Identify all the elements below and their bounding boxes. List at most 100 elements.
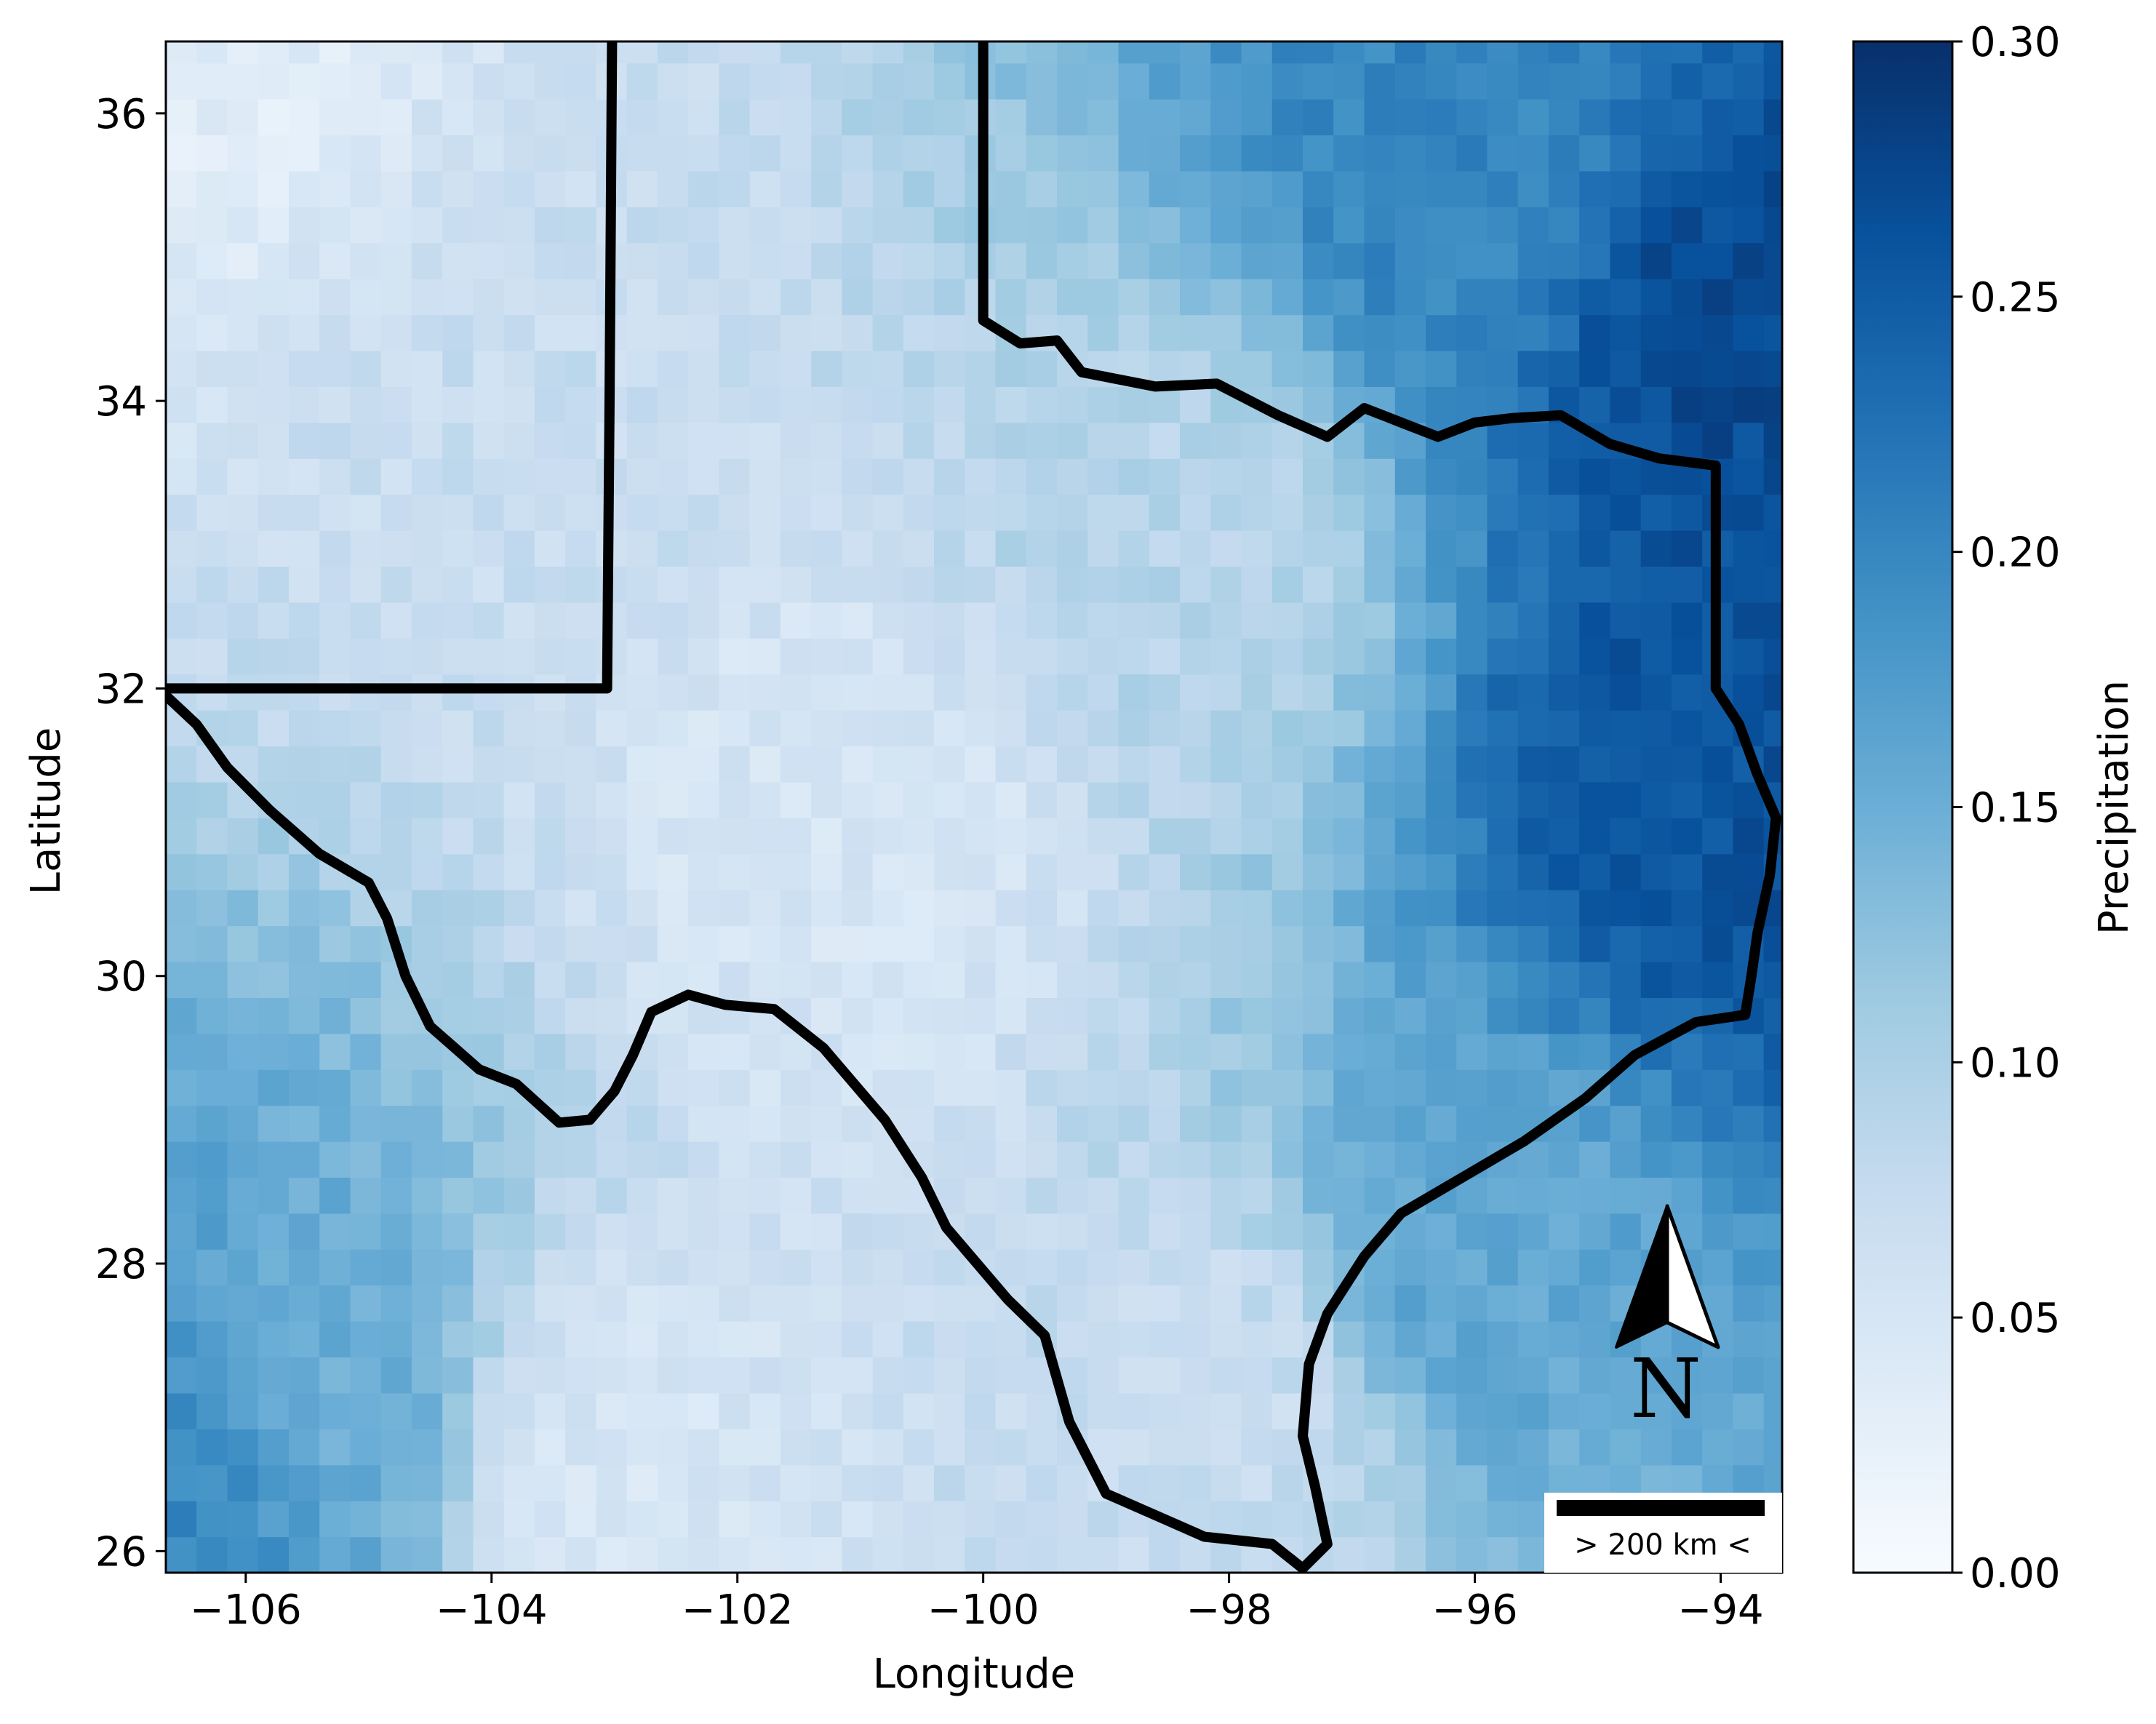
heatmap-cell — [626, 853, 658, 890]
heatmap-cell — [350, 279, 382, 316]
heatmap-cell — [1425, 710, 1457, 747]
heatmap-cell — [1303, 1069, 1334, 1106]
heatmap-cell — [1087, 1213, 1119, 1250]
heatmap-cell — [872, 242, 904, 279]
heatmap-cell — [1733, 1105, 1765, 1142]
heatmap-cell — [657, 853, 689, 890]
heatmap-cell — [842, 746, 874, 783]
heatmap-cell — [657, 781, 689, 818]
heatmap-cell — [657, 1177, 689, 1214]
heatmap-cell — [1702, 41, 1734, 64]
heatmap-cell — [565, 41, 596, 64]
heatmap-cell — [350, 458, 382, 495]
heatmap-cell — [811, 41, 842, 64]
heatmap-cell — [166, 1321, 197, 1358]
heatmap-cell — [780, 1357, 812, 1394]
heatmap-cell — [719, 1501, 751, 1538]
heatmap-cell — [995, 279, 1027, 316]
heatmap-cell — [534, 530, 566, 567]
heatmap-cell — [257, 961, 290, 998]
heatmap-cell — [1733, 1357, 1765, 1394]
heatmap-cell — [626, 279, 658, 316]
heatmap-cell — [473, 386, 505, 423]
heatmap-cell — [749, 530, 781, 567]
heatmap-cell — [1149, 1105, 1181, 1142]
heatmap-cell — [503, 710, 535, 747]
heatmap-cell — [257, 458, 290, 495]
heatmap-cell — [1702, 1249, 1734, 1286]
heatmap-cell — [903, 710, 935, 747]
heatmap-cell — [1517, 638, 1549, 675]
heatmap-cell — [1487, 890, 1519, 927]
heatmap-cell — [227, 1321, 259, 1358]
heatmap-cell — [1026, 1105, 1058, 1142]
heatmap-cell — [1763, 638, 1782, 675]
heatmap-cell — [1517, 781, 1549, 818]
heatmap-cell — [1364, 1357, 1396, 1394]
heatmap-cell — [903, 566, 935, 603]
heatmap-cell — [780, 710, 812, 747]
heatmap-cell — [1548, 1249, 1580, 1286]
heatmap-cell — [1271, 1069, 1303, 1106]
rio-grande-border — [166, 690, 1308, 1573]
heatmap-cell — [1610, 494, 1642, 531]
heatmap-cell — [842, 1033, 874, 1070]
heatmap-cell — [288, 1033, 320, 1070]
heatmap-cell — [1210, 746, 1242, 783]
heatmap-cell — [1241, 1464, 1273, 1501]
heatmap-cell — [1548, 170, 1580, 207]
heatmap-cell — [1425, 1069, 1457, 1106]
heatmap-cell — [1487, 170, 1519, 207]
heatmap-cell — [257, 314, 290, 351]
heatmap-cell — [1087, 1392, 1119, 1429]
heatmap-cell — [1180, 458, 1211, 495]
heatmap-cell — [1425, 350, 1457, 387]
heatmap-cell — [1087, 422, 1119, 459]
heatmap-cell — [1456, 781, 1488, 818]
heatmap-cell — [1763, 1429, 1782, 1466]
heatmap-cell — [257, 279, 290, 316]
heatmap-cell — [565, 99, 596, 136]
heatmap-cell — [257, 530, 290, 567]
heatmap-cell — [688, 1033, 719, 1070]
heatmap-cell — [1794, 638, 1826, 674]
heatmap-cell — [1425, 99, 1457, 136]
heatmap-cell — [350, 1213, 382, 1250]
heatmap-cell — [1394, 63, 1426, 100]
heatmap-cell — [565, 314, 596, 351]
heatmap-cell — [688, 350, 719, 387]
heatmap-cell — [1333, 997, 1365, 1034]
heatmap-cell — [1180, 1141, 1211, 1178]
heatmap-cell — [872, 170, 904, 207]
heatmap-cell — [503, 458, 535, 495]
heatmap-cell — [503, 99, 535, 136]
heatmap-cell — [1640, 925, 1672, 962]
heatmap-cell — [350, 386, 382, 423]
heatmap-cell — [503, 1177, 535, 1214]
heatmap-cell — [1364, 925, 1396, 962]
heatmap-cell — [1087, 602, 1119, 639]
heatmap-cell — [965, 1141, 997, 1178]
heatmap-cell — [1763, 41, 1782, 64]
heatmap-cell — [1579, 853, 1611, 890]
heatmap-cell — [1364, 207, 1396, 244]
heatmap-cell — [1241, 890, 1273, 927]
heatmap-cell — [1425, 530, 1457, 567]
heatmap-cell — [596, 890, 628, 927]
heatmap-cell — [688, 494, 719, 531]
heatmap-cell — [811, 279, 842, 316]
heatmap-cell — [995, 818, 1027, 855]
heatmap-cell — [780, 1177, 812, 1214]
heatmap-cell — [1794, 1249, 1826, 1285]
heatmap-cell — [565, 1464, 596, 1501]
heatmap-cell — [1026, 1033, 1058, 1070]
heatmap-cell — [166, 1357, 167, 1394]
heatmap-cell — [1149, 41, 1181, 64]
heatmap-cell — [412, 0, 443, 28]
heatmap-cell — [626, 1501, 658, 1538]
heatmap-cell — [1087, 1285, 1119, 1322]
heatmap-cell — [934, 170, 965, 207]
heatmap-cell — [1210, 1501, 1242, 1538]
heatmap-cell — [411, 1141, 443, 1178]
heatmap-cell — [1210, 0, 1242, 28]
